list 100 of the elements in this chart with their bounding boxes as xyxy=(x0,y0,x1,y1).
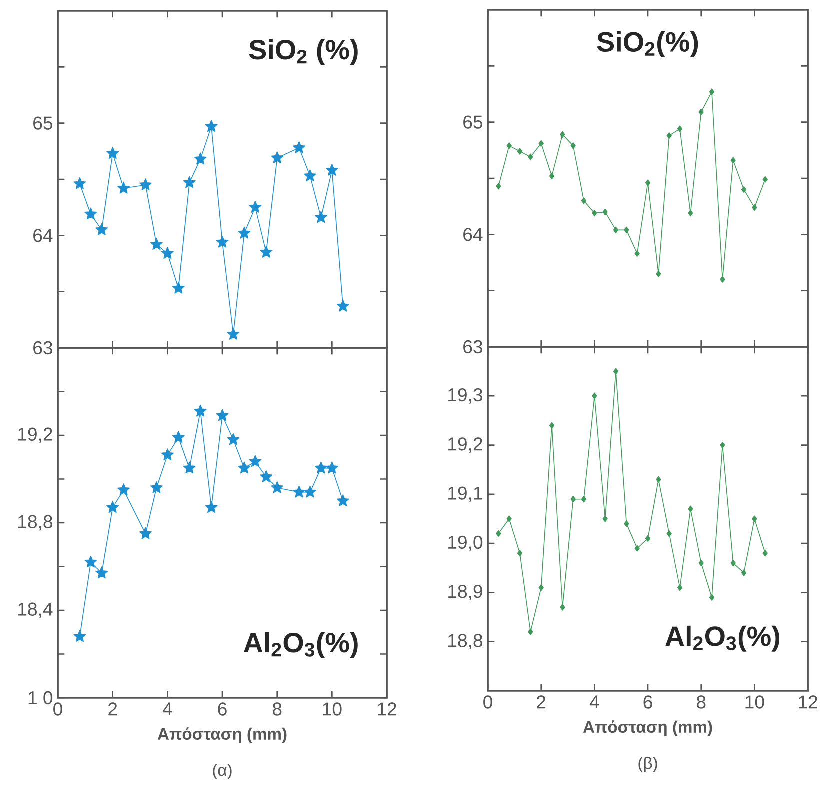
y-tick-label: 18,8 xyxy=(18,515,53,531)
point xyxy=(645,535,651,542)
point xyxy=(752,516,758,522)
point xyxy=(517,550,523,557)
point xyxy=(314,211,328,224)
x-tick-label: 6 xyxy=(644,696,652,709)
point xyxy=(741,570,747,576)
point xyxy=(506,142,512,150)
point xyxy=(666,530,672,538)
point xyxy=(96,566,108,579)
y-tick-label: 1 0 xyxy=(28,691,53,705)
point xyxy=(613,226,619,234)
point xyxy=(140,527,152,540)
point xyxy=(271,152,284,164)
point xyxy=(549,172,555,180)
point xyxy=(677,126,683,132)
point xyxy=(238,462,251,474)
point xyxy=(249,201,262,213)
point xyxy=(271,481,284,494)
point xyxy=(84,556,98,568)
x-tick-label: 10 xyxy=(323,702,342,716)
point xyxy=(161,247,174,259)
point xyxy=(581,496,587,503)
point xyxy=(677,584,683,592)
point xyxy=(106,501,120,514)
point xyxy=(656,270,662,278)
y-tick-label: 18,4 xyxy=(18,602,53,618)
annotation: SiO$_{2}$ (%) xyxy=(249,39,358,66)
point xyxy=(172,431,185,444)
y-tick-label: 63 xyxy=(464,340,482,354)
point xyxy=(538,584,544,592)
x-tick-label: 4 xyxy=(162,702,172,716)
annotation: Al$_{2}$O$_{3}$(%) xyxy=(244,632,358,658)
point xyxy=(730,157,736,164)
point xyxy=(216,236,229,248)
x-axis-title: Απόσταση (mm) xyxy=(158,728,287,744)
point xyxy=(592,210,598,217)
point xyxy=(304,170,316,182)
y-tick-label: 19,2 xyxy=(18,428,52,444)
point xyxy=(581,198,587,204)
point xyxy=(613,368,619,375)
point xyxy=(741,186,747,194)
y-tick-label: 18,9 xyxy=(448,585,482,600)
point xyxy=(570,496,576,503)
y-tick-label: 64 xyxy=(464,228,483,242)
x-tick-label: 12 xyxy=(799,696,818,709)
point xyxy=(538,140,544,147)
y-tick-label: 19,0 xyxy=(448,536,483,552)
point xyxy=(560,604,566,611)
point xyxy=(293,486,306,498)
point xyxy=(183,462,196,474)
point xyxy=(96,224,108,236)
point xyxy=(698,108,704,116)
x-tick-label: 8 xyxy=(696,696,706,709)
y-tick-label: 18,8 xyxy=(448,634,483,650)
text: (β) xyxy=(638,757,658,772)
point xyxy=(227,328,240,340)
point xyxy=(336,494,350,506)
point xyxy=(624,520,630,528)
point xyxy=(326,164,338,176)
point xyxy=(634,250,640,258)
point xyxy=(194,404,207,417)
point xyxy=(496,530,502,538)
point xyxy=(549,422,555,429)
point xyxy=(172,282,185,294)
point xyxy=(698,560,704,567)
point xyxy=(624,226,630,234)
point xyxy=(592,392,598,400)
point xyxy=(720,276,726,283)
point xyxy=(506,516,512,522)
point xyxy=(260,246,273,258)
y-tick-label: 65 xyxy=(464,116,483,129)
x-tick-label: 0 xyxy=(54,702,62,716)
x-tick-label: 0 xyxy=(484,696,492,709)
point xyxy=(709,88,715,96)
y-tick-label: 65 xyxy=(34,116,53,130)
point xyxy=(634,545,640,552)
point xyxy=(249,455,262,468)
point xyxy=(314,462,328,474)
point xyxy=(106,147,120,160)
point xyxy=(560,131,566,138)
annotation: SiO$_{2}$(%) xyxy=(597,32,698,58)
point xyxy=(150,481,163,494)
text: (α) xyxy=(213,764,232,780)
point xyxy=(752,204,758,212)
point xyxy=(762,550,768,557)
point xyxy=(74,177,86,190)
point xyxy=(118,182,130,194)
x-axis-title: Απόσταση (mm) xyxy=(583,720,712,736)
y-tick-label: 64 xyxy=(34,229,53,242)
point xyxy=(326,462,338,474)
point xyxy=(118,484,130,496)
point xyxy=(84,208,98,220)
x-tick-label: 10 xyxy=(746,696,764,709)
point xyxy=(336,300,350,312)
point xyxy=(528,154,534,160)
point xyxy=(139,178,152,190)
y-tick-label: 19,3 xyxy=(448,388,482,404)
point xyxy=(205,501,218,514)
point xyxy=(720,442,726,449)
